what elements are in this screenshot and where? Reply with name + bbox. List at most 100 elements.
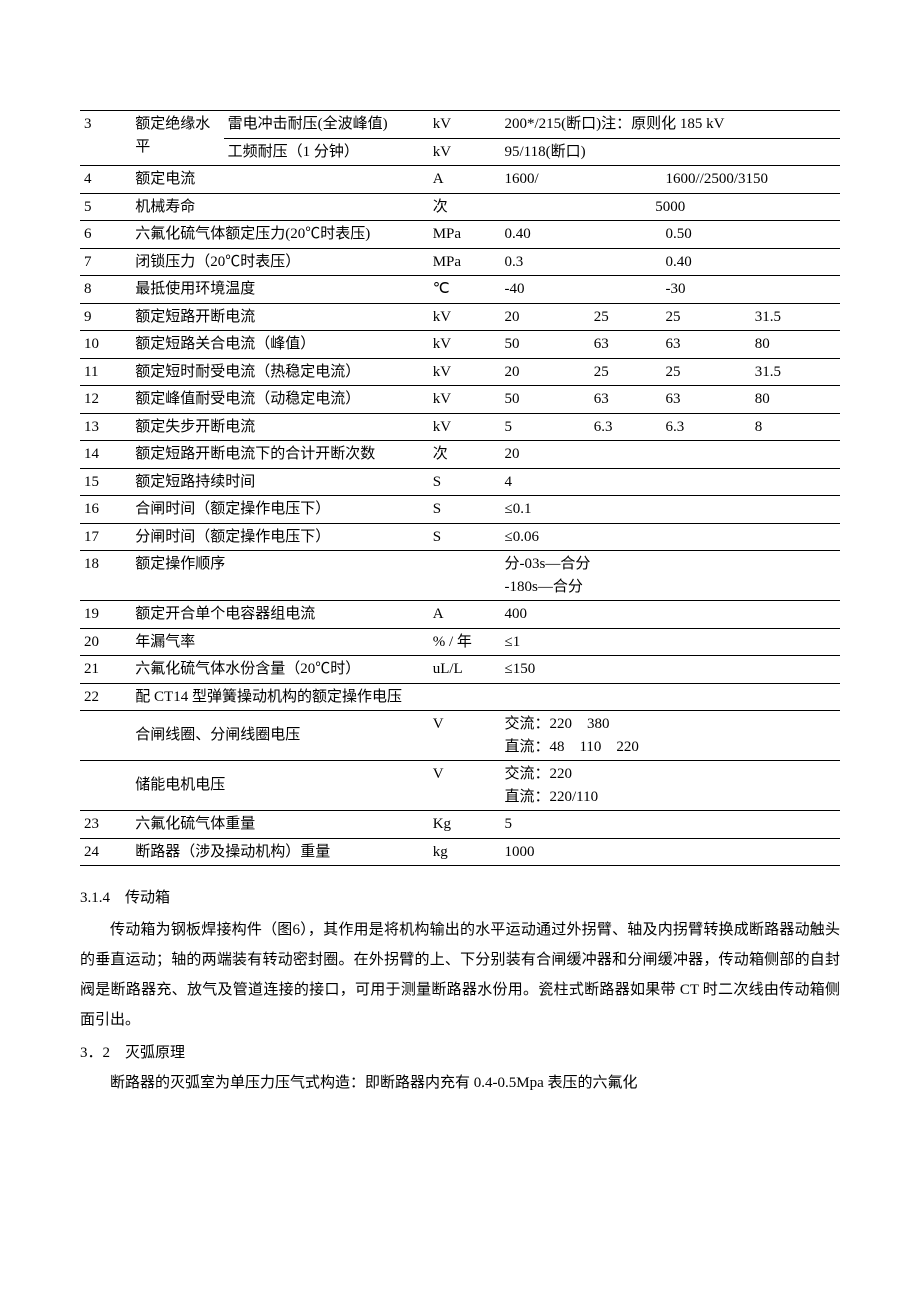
cell-name: 闭锁压力（20℃时表压）: [131, 248, 428, 276]
cell-value: 5: [500, 413, 589, 441]
heading-314: 3.1.4 传动箱: [80, 886, 840, 907]
cell-unit: kV: [429, 413, 501, 441]
cell-num: 20: [80, 628, 131, 656]
cell-num: 12: [80, 386, 131, 414]
cell-name: 额定绝缘水平: [131, 111, 223, 166]
table-row: 15 额定短路持续时间 S 4: [80, 468, 840, 496]
cell-name: 六氟化硫气体额定压力(20℃时表压): [131, 221, 428, 249]
cell-unit: kV: [429, 111, 501, 139]
cell-unit: MPa: [429, 221, 501, 249]
cell-value: 95/118(断口): [500, 138, 840, 166]
cell-value: 4: [500, 468, 840, 496]
cell-name: 额定开合单个电容器组电流: [131, 601, 428, 629]
cell-unit: [429, 551, 501, 601]
cell-unit: S: [429, 496, 501, 524]
cell-num: 16: [80, 496, 131, 524]
cell-unit: kV: [429, 138, 501, 166]
cell-num: 5: [80, 193, 131, 221]
cell-value: -40: [500, 276, 661, 304]
cell-unit: % / 年: [429, 628, 501, 656]
cell-unit: S: [429, 468, 501, 496]
cell-value: 交流：220 直流：220/110: [500, 761, 840, 811]
cell-value: -30: [661, 276, 840, 304]
cell-value: 5: [500, 811, 840, 839]
cell-unit: ℃: [429, 276, 501, 304]
cell-name: 合闸时间（额定操作电压下）: [131, 496, 428, 524]
cell-value: 0.40: [500, 221, 661, 249]
cell-name: 储能电机电压: [131, 761, 428, 811]
table-row: 14 额定短路开断电流下的合计开断次数 次 20: [80, 441, 840, 469]
cell-value: 80: [751, 331, 840, 359]
cell-value: 63: [661, 331, 750, 359]
cell-value: 20: [500, 303, 589, 331]
cell-value: 400: [500, 601, 840, 629]
cell-unit: uL/L: [429, 656, 501, 684]
paragraph: 传动箱为钢板焊接构件（图6），其作用是将机构输出的水平运动通过外拐臂、轴及内拐臂…: [80, 915, 840, 1035]
cell-name: 六氟化硫气体重量: [131, 811, 428, 839]
cell-name: 额定短路关合电流（峰值）: [131, 331, 428, 359]
table-row: 24 断路器（涉及操动机构）重量 kg 1000: [80, 838, 840, 866]
cell-value: 0.3: [500, 248, 661, 276]
cell-value-line: -180s—合分: [504, 579, 582, 595]
cell-value: 63: [590, 386, 662, 414]
cell-name: 断路器（涉及操动机构）重量: [131, 838, 428, 866]
cell-num: [80, 711, 131, 761]
cell-name: 分闸时间（额定操作电压下）: [131, 523, 428, 551]
table-row: 9 额定短路开断电流 kV 20 25 25 31.5: [80, 303, 840, 331]
cell-value: ≤150: [500, 656, 840, 684]
cell-value: 交流：220 380 直流：48 110 220: [500, 711, 840, 761]
cell-name: 额定短路持续时间: [131, 468, 428, 496]
cell-value: 20: [500, 441, 840, 469]
cell-name: 六氟化硫气体水份含量（20℃时）: [131, 656, 428, 684]
cell-value-line: 交流：220 380: [504, 716, 609, 732]
cell-value: 25: [661, 303, 750, 331]
cell-value-line: 直流：220/110: [504, 789, 598, 805]
cell-unit: 次: [429, 193, 501, 221]
cell-name: 合闸线圈、分闸线圈电压: [131, 711, 428, 761]
cell-name: 额定失步开断电流: [131, 413, 428, 441]
cell-value: 63: [590, 331, 662, 359]
cell-value: 0.40: [661, 248, 840, 276]
cell-name: 雷电冲击耐压(全波峰值): [224, 111, 429, 139]
cell-num: 8: [80, 276, 131, 304]
cell-value: 6.3: [661, 413, 750, 441]
cell-name: 额定短路开断电流下的合计开断次数: [131, 441, 428, 469]
cell-num: 19: [80, 601, 131, 629]
cell-value: 31.5: [751, 358, 840, 386]
table-row: 18 额定操作顺序 分-03s—合分 -180s—合分: [80, 551, 840, 601]
table-row: 16 合闸时间（额定操作电压下） S ≤0.1: [80, 496, 840, 524]
cell-value: 63: [661, 386, 750, 414]
cell-name: 配 CT14 型弹簧操动机构的额定操作电压: [131, 683, 428, 711]
cell-value: 0.50: [661, 221, 840, 249]
table-row: 7 闭锁压力（20℃时表压） MPa 0.3 0.40: [80, 248, 840, 276]
cell-value: 1600//2500/3150: [661, 166, 840, 194]
cell-unit: kV: [429, 303, 501, 331]
table-row: 21 六氟化硫气体水份含量（20℃时） uL/L ≤150: [80, 656, 840, 684]
cell-unit: V: [429, 711, 501, 761]
cell-unit: A: [429, 166, 501, 194]
table-row: 13 额定失步开断电流 kV 5 6.3 6.3 8: [80, 413, 840, 441]
heading-32: 3．2 灭弧原理: [80, 1041, 840, 1062]
table-row: 6 六氟化硫气体额定压力(20℃时表压) MPa 0.40 0.50: [80, 221, 840, 249]
cell-name: 额定短时耐受电流（热稳定电流）: [131, 358, 428, 386]
table-row: 10 额定短路关合电流（峰值） kV 50 63 63 80: [80, 331, 840, 359]
cell-num: 7: [80, 248, 131, 276]
table-row: 20 年漏气率 % / 年 ≤1: [80, 628, 840, 656]
cell-name: 额定短路开断电流: [131, 303, 428, 331]
cell-num: 18: [80, 551, 131, 601]
cell-value: 25: [590, 303, 662, 331]
cell-num: 11: [80, 358, 131, 386]
cell-value: ≤1: [500, 628, 840, 656]
cell-name: 最抵使用环境温度: [131, 276, 428, 304]
table-row: 11 额定短时耐受电流（热稳定电流） kV 20 25 25 31.5: [80, 358, 840, 386]
table-row: 19 额定开合单个电容器组电流 A 400: [80, 601, 840, 629]
cell-name: 年漏气率: [131, 628, 428, 656]
cell-value: 分-03s—合分 -180s—合分: [500, 551, 840, 601]
cell-unit: A: [429, 601, 501, 629]
cell-num: [80, 761, 131, 811]
cell-num: 6: [80, 221, 131, 249]
cell-value: [500, 683, 840, 711]
cell-unit: Kg: [429, 811, 501, 839]
cell-num: 3: [80, 111, 131, 166]
cell-num: 22: [80, 683, 131, 711]
